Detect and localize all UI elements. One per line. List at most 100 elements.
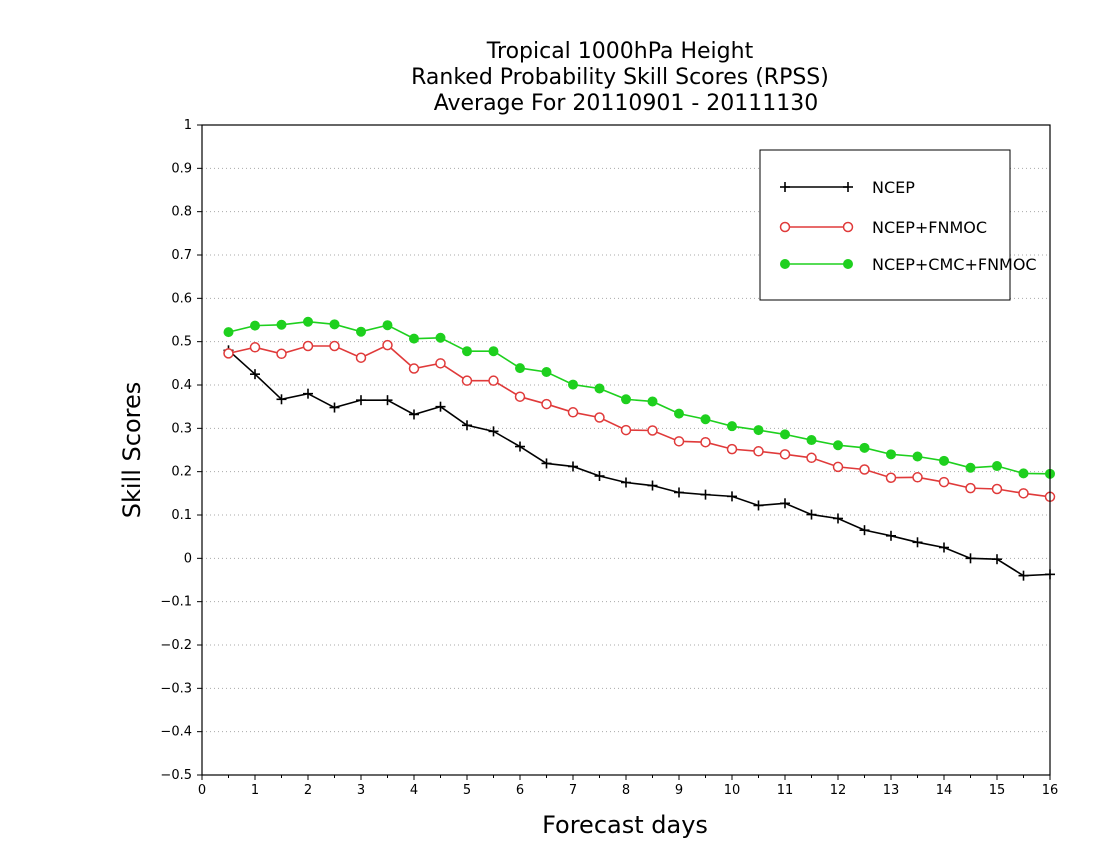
x-tick-label: 8 — [622, 783, 630, 798]
data-point — [886, 530, 896, 541]
series-0 — [223, 345, 1055, 581]
data-point — [514, 391, 526, 402]
plot-frame — [201, 124, 1051, 776]
data-point — [435, 332, 446, 343]
data-point — [806, 452, 817, 464]
data-point — [355, 352, 367, 363]
data-point — [1018, 468, 1029, 479]
x-tick-label: 9 — [675, 783, 683, 798]
legend-box — [759, 149, 1011, 301]
data-point — [886, 449, 896, 460]
data-point — [727, 491, 737, 502]
x-tick-label: 5 — [463, 783, 471, 798]
series-2 — [223, 316, 1055, 479]
y-tick-label: 0.7 — [171, 248, 192, 263]
data-point — [939, 542, 949, 553]
data-point — [515, 363, 525, 374]
data-point — [541, 458, 552, 469]
series-line — [228, 320, 1051, 475]
data-point — [488, 346, 499, 357]
data-point — [833, 513, 843, 524]
legend-label: NCEP — [872, 178, 915, 197]
data-point — [832, 461, 844, 473]
y-tick-label: −0.3 — [160, 681, 192, 696]
data-point — [223, 327, 234, 338]
y-tick-label: 0.9 — [171, 161, 192, 176]
data-point — [435, 358, 446, 369]
data-point — [303, 388, 313, 399]
legend-label: NCEP+CMC+FNMOC — [872, 255, 1037, 274]
data-point — [276, 348, 287, 360]
data-point — [515, 441, 525, 452]
data-point — [726, 443, 738, 455]
x-tick-label: 2 — [304, 783, 312, 798]
x-tick-label: 15 — [989, 783, 1006, 798]
data-point — [700, 489, 711, 500]
x-tick-label: 11 — [777, 783, 794, 798]
y-axis-title: Skill Scores — [118, 382, 146, 519]
data-point — [302, 340, 314, 352]
data-point — [409, 333, 419, 344]
x-tick-label: 14 — [936, 783, 953, 798]
chart-title-line-1: Tropical 1000hPa Height — [486, 39, 754, 64]
data-point — [435, 401, 446, 412]
data-point — [276, 394, 287, 405]
data-point — [621, 394, 631, 405]
y-tick-label: −0.1 — [160, 595, 192, 610]
y-tick-label: 0 — [184, 551, 192, 566]
data-point — [594, 412, 605, 423]
data-point — [647, 396, 658, 407]
data-point — [276, 319, 287, 330]
x-tick-label: 16 — [1042, 783, 1059, 798]
data-point — [647, 480, 658, 491]
data-point — [541, 367, 552, 377]
data-point — [409, 409, 419, 420]
data-point — [965, 462, 976, 473]
data-point — [594, 383, 605, 394]
data-point — [912, 451, 923, 462]
data-point — [621, 477, 631, 488]
data-point — [674, 487, 684, 498]
x-tick-label: 10 — [724, 783, 741, 798]
data-point — [382, 339, 393, 351]
legend-marker — [779, 221, 791, 233]
data-point — [859, 442, 870, 453]
data-point — [356, 395, 366, 406]
data-point — [303, 316, 313, 327]
legend-item: NCEP+CMC+FNMOC — [780, 255, 1037, 274]
data-point — [408, 363, 420, 374]
data-point — [1018, 488, 1029, 499]
data-point — [833, 440, 843, 451]
legend-label: NCEP+FNMOC — [872, 218, 987, 237]
legend-marker — [780, 182, 790, 192]
data-point — [329, 340, 340, 352]
data-point — [541, 398, 552, 410]
legend-marker — [843, 259, 853, 269]
y-axis-ticks: −0.5 −0.4 −0.3 −0.2 −0.1 0 0.1 0.2 0.3 0.4 0.5 0.6 0… — [160, 118, 202, 783]
y-tick-label: 0.3 — [171, 421, 192, 436]
data-point — [779, 449, 791, 460]
data-point — [780, 429, 790, 440]
x-tick-label: 12 — [830, 783, 847, 798]
data-point — [700, 414, 711, 425]
y-tick-label: 0.8 — [171, 205, 192, 220]
x-axis-title: Forecast days — [542, 811, 708, 839]
series-lines — [223, 316, 1056, 581]
legend-marker — [780, 259, 790, 269]
data-point — [806, 435, 817, 446]
data-point — [329, 319, 340, 330]
data-point — [806, 509, 817, 520]
data-point — [753, 446, 764, 457]
data-point — [753, 500, 764, 511]
y-tick-label: 0.6 — [171, 291, 192, 306]
x-tick-label: 6 — [516, 783, 524, 798]
x-axis-ticks: 0 1 2 3 4 5 6 7 8 9 10 11 12 13 14 15 16 — [198, 775, 1058, 798]
series-line — [227, 349, 1051, 577]
data-point — [965, 553, 976, 564]
series-1 — [223, 339, 1056, 503]
legend-item: NCEP+FNMOC — [779, 218, 987, 237]
data-point — [673, 436, 685, 447]
y-tick-label: 0.2 — [171, 465, 192, 480]
x-tick-label: 0 — [198, 783, 206, 798]
